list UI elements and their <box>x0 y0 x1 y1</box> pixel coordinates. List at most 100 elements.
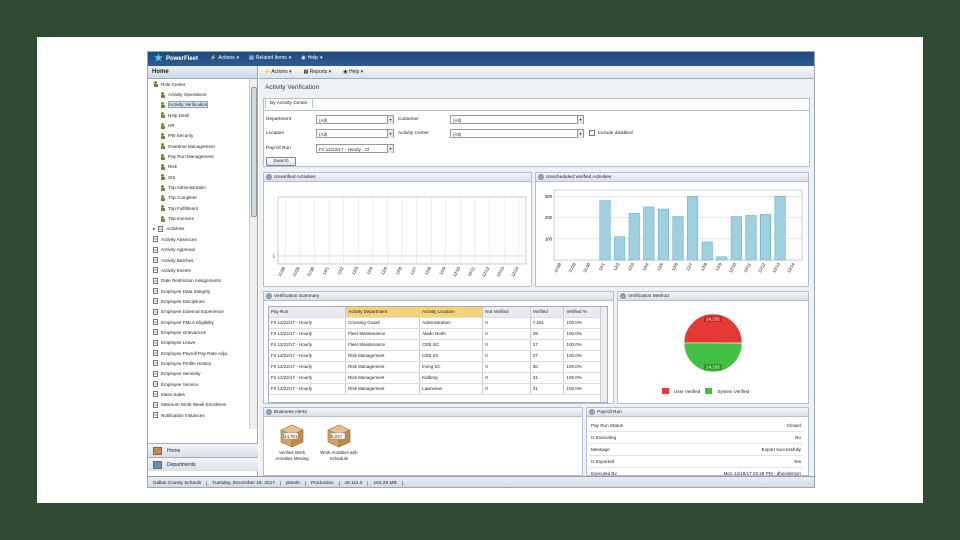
sidebar-item[interactable]: Risk <box>148 162 249 172</box>
scrollbar-thumb[interactable] <box>251 87 257 217</box>
pie-slice[interactable] <box>683 313 743 344</box>
toolbar-reports[interactable]: ▦ Reports ▾ <box>303 69 332 75</box>
sidebar-item[interactable]: Employee Data Integrity <box>148 286 249 296</box>
collapse-icon[interactable]: – <box>266 409 272 415</box>
sidebar-item[interactable]: Activity Absences <box>148 234 249 244</box>
summary-scrollbar[interactable] <box>600 307 607 402</box>
sidebar-item[interactable]: Employee External Experience <box>148 307 249 317</box>
sidebar-item[interactable]: HR <box>148 120 249 130</box>
column-header[interactable]: Activity Department <box>345 307 421 318</box>
column-header[interactable]: Not Verified <box>482 307 531 318</box>
bar[interactable] <box>614 236 626 261</box>
payroll-run-header: – Payroll Run <box>587 408 808 417</box>
sidebar-item[interactable]: Trip Fulfillment <box>148 203 249 213</box>
sidebar-item[interactable]: Trip Administration <box>148 182 249 192</box>
y-tick-label: 100 <box>545 236 553 241</box>
sidebar-item[interactable]: Trip Invoices <box>148 213 249 223</box>
collapse-icon[interactable]: – <box>266 293 272 299</box>
sidebar-scrollbar[interactable] <box>249 79 257 429</box>
sidebar-item[interactable]: SIS <box>148 172 249 182</box>
table-row[interactable]: Fri 12/22/17 - Hourly Crossing Guard Admin… <box>269 317 607 329</box>
sidebar-item[interactable]: ▸ Activities <box>148 224 249 234</box>
bar[interactable] <box>643 206 655 261</box>
top-menu-actions[interactable]: ⚡ Actions ▾ <box>210 55 240 61</box>
bar[interactable] <box>760 214 772 261</box>
sidebar-item[interactable]: Employee Disciplines <box>148 296 249 306</box>
person-icon <box>153 81 158 88</box>
location-select[interactable]: (All) ▾ <box>316 129 394 138</box>
pie-slice[interactable] <box>683 342 743 373</box>
collapse-icon[interactable]: – <box>538 174 544 180</box>
bar[interactable] <box>730 216 742 261</box>
collapse-icon[interactable]: – <box>589 409 595 415</box>
sidebar-item[interactable]: Activity Operations <box>148 89 249 99</box>
activity-center-select[interactable]: (All) ▾ <box>450 129 584 138</box>
sidebar-item[interactable]: Overtime Management <box>148 141 249 151</box>
column-header[interactable]: Activity Location <box>419 307 484 318</box>
top-menu-related-items[interactable]: ▤ Related Items ▾ <box>249 55 292 61</box>
sidebar-item[interactable]: Minimum Work Week Enrollmen <box>148 400 249 410</box>
toolbar-actions[interactable]: ⚡ Actions ▾ <box>264 69 292 75</box>
sidebar-item[interactable]: Employee Service <box>148 379 249 389</box>
column-header[interactable]: Verified <box>530 307 565 318</box>
sidebar-item[interactable]: Help Desk <box>148 110 249 120</box>
bar[interactable] <box>687 196 699 261</box>
sidebar-item[interactable]: Role Center <box>148 79 249 89</box>
box-alert-icon <box>327 424 351 448</box>
table-cell: Fleet Maintenance <box>345 328 421 340</box>
expand-icon[interactable]: ▸ <box>153 225 156 231</box>
collapse-icon[interactable]: – <box>266 174 272 180</box>
person-icon <box>160 91 165 98</box>
department-select[interactable]: (All) ▾ <box>316 115 394 124</box>
toolbar-help[interactable]: ◉ Help ▾ <box>343 69 364 75</box>
table-cell: Risk Management <box>345 361 421 373</box>
column-header[interactable]: Pay Run <box>269 307 347 318</box>
sidebar-item[interactable]: Activity Batches <box>148 255 249 265</box>
table-row[interactable]: Fri 12/22/17 - Hourly Risk Management Kidb… <box>269 372 607 384</box>
sidebar-item[interactable]: Activity Verification <box>148 100 249 110</box>
x-tick-label: 12/4 <box>641 261 650 271</box>
bar[interactable] <box>657 208 669 261</box>
sidebar-item[interactable]: Notification Instances <box>148 410 249 420</box>
sidebar-item[interactable]: Date Restriction Assignments <box>148 276 249 286</box>
sidebar-departments-button[interactable]: Departments <box>148 457 258 471</box>
search-button[interactable]: Search <box>266 157 296 166</box>
bar[interactable] <box>701 241 713 261</box>
bar[interactable] <box>774 196 786 261</box>
bar[interactable] <box>745 215 757 261</box>
alert-item-verified[interactable]: 14,701 Verified Work Activities Missing <box>272 422 312 462</box>
sidebar-item[interactable]: Pay Run Management <box>148 151 249 161</box>
alert-item-schedule[interactable]: 5,027 Work Activities with Schedule <box>319 422 359 462</box>
sidebar-item[interactable]: Employee Payroll Pay Rate Adju <box>148 348 249 358</box>
bar[interactable] <box>628 213 640 261</box>
table-row[interactable]: Fri 12/22/17 - Hourly Risk Management Irvi… <box>269 361 607 373</box>
sidebar-item-label: Mass Sales <box>161 391 185 397</box>
sidebar-item[interactable]: Employee Seniority <box>148 369 249 379</box>
sidebar-item[interactable]: Employee FMLA Eligibility <box>148 317 249 327</box>
sidebar-item[interactable]: Employee Leave <box>148 338 249 348</box>
bar[interactable] <box>716 256 728 261</box>
sidebar-item[interactable]: Employee Profile History <box>148 358 249 368</box>
collapse-icon[interactable]: – <box>620 293 626 299</box>
table-cell: 0 <box>482 339 531 351</box>
customer-select[interactable]: (All) ▾ <box>450 115 584 124</box>
table-row[interactable]: Fri 12/22/17 - Hourly Risk Management CEB … <box>269 350 607 362</box>
sidebar-item[interactable]: PW Security <box>148 131 249 141</box>
sidebar-item[interactable]: Activity Events <box>148 265 249 275</box>
sidebar-item[interactable]: Employee Grievances <box>148 327 249 337</box>
sidebar-item[interactable]: Activity Approval <box>148 245 249 255</box>
top-menu-help[interactable]: ◉ Help ▾ <box>301 55 323 61</box>
sidebar-item[interactable]: Trip Complete <box>148 193 249 203</box>
x-tick-label: 12/2 <box>612 261 621 271</box>
bar[interactable] <box>672 216 684 261</box>
table-row[interactable]: Fri 12/22/17 - Hourly Fleet Maintenance CE… <box>269 339 607 351</box>
payroll-run-select[interactable]: Fri 12/22/17 - Hourly - Cl ▾ <box>316 144 394 153</box>
bar[interactable] <box>599 200 611 261</box>
sidebar-home-button[interactable]: Home <box>148 443 258 457</box>
table-row[interactable]: Fri 12/22/17 - Hourly Fleet Maintenance Al… <box>269 328 607 340</box>
unverified-activities-panel: – Unverified Activities 11/28 11/29 11/30 12… <box>263 172 532 287</box>
include-disabled-checkbox[interactable] <box>589 130 595 136</box>
sidebar-item[interactable]: Mass Sales <box>148 389 249 399</box>
table-row[interactable]: Fri 12/22/17 - Hourly Risk Management Lawn… <box>269 383 607 395</box>
tab-by-activity-center[interactable]: By Activity Center <box>265 98 313 108</box>
